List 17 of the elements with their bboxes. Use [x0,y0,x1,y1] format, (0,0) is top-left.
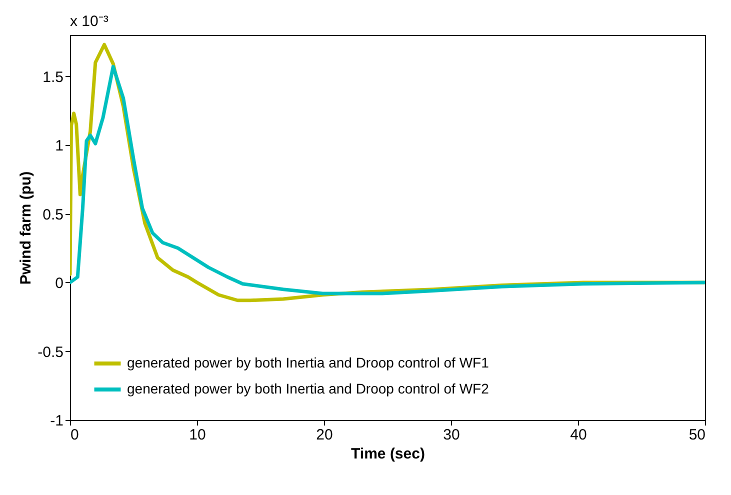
text: x 10⁻³ [70,13,108,30]
y-tick-label: 0.5 [42,206,64,224]
y-tick-label: 1 [55,138,64,154]
x-tick-label: 50 [688,426,706,444]
y-tick-label: -0.5 [38,344,64,361]
legend-label: generated power by both Inertia and Droop control of WF2 [127,380,490,396]
x-tick-label: 20 [316,426,333,444]
x-tick-label: 30 [443,426,460,444]
y-tick-label: -1 [50,412,64,430]
y-tick-label: 0 [55,275,64,292]
y-axis-title: Pwind farm (pu) [18,171,35,285]
y-tick-label: 1.5 [42,68,64,86]
x-tick-label: 40 [570,426,587,444]
x-tick-label: 10 [189,426,206,444]
x-tick-label: 0 [70,426,79,444]
x-axis-title: Time (sec) [351,446,425,462]
legend-label: generated power by both Inertia and Droop control of WF1 [127,354,490,370]
